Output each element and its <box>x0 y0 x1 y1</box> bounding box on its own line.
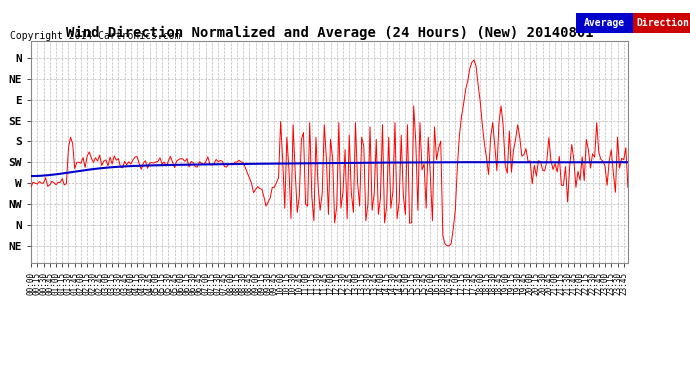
Text: Direction: Direction <box>636 18 689 28</box>
Text: Average: Average <box>584 18 625 28</box>
Title: Wind Direction Normalized and Average (24 Hours) (New) 20140801: Wind Direction Normalized and Average (2… <box>66 26 593 40</box>
Text: Copyright 2014 Cartronics.com: Copyright 2014 Cartronics.com <box>10 32 181 41</box>
